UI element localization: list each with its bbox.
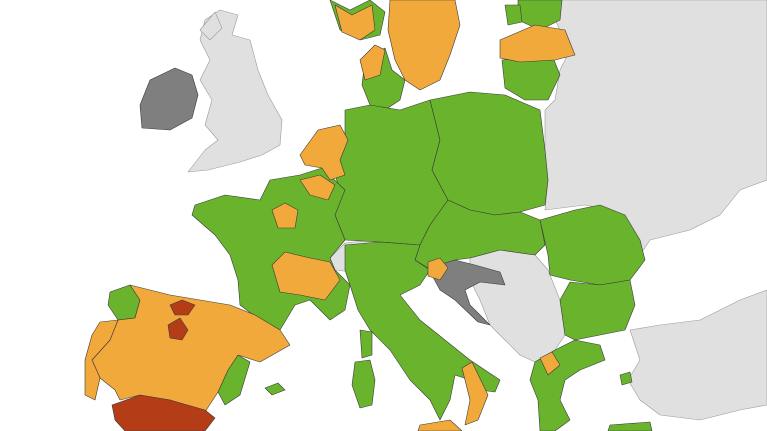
region-aegean-islands	[619, 371, 633, 386]
grey-regions	[139, 67, 506, 326]
region-norway-south	[334, 4, 376, 41]
orange-regions	[84, 0, 576, 431]
region-estonia	[504, 4, 523, 26]
region-norway-north	[199, 11, 223, 41]
region-centre-france	[271, 202, 299, 229]
region-andalusia	[111, 394, 216, 431]
region-north-macedonia	[539, 351, 561, 376]
region-germany	[329, 99, 449, 246]
region-poland-czech	[429, 91, 549, 216]
region-benelux	[299, 124, 349, 181]
region-calabria	[461, 361, 489, 426]
region-la-rioja	[167, 317, 189, 341]
region-auvergne	[271, 251, 341, 301]
region-sardinia	[351, 359, 376, 409]
region-sicily	[417, 419, 463, 431]
region-bulgaria	[559, 279, 636, 341]
region-uk	[187, 9, 283, 173]
region-slovenia	[427, 257, 449, 281]
region-croatia	[427, 259, 506, 326]
region-luxembourg-area	[299, 174, 336, 201]
region-crete	[607, 421, 653, 431]
green-regions	[107, 0, 653, 431]
region-portugal	[84, 319, 119, 401]
region-oslo-area	[359, 44, 386, 81]
region-romania	[539, 204, 646, 286]
region-balearics	[264, 382, 286, 396]
region-latvia	[499, 24, 576, 63]
region-sweden	[387, 0, 461, 91]
red-regions	[111, 299, 216, 431]
region-navarre	[169, 299, 196, 316]
region-ireland	[139, 67, 199, 131]
region-corsica	[359, 329, 373, 359]
